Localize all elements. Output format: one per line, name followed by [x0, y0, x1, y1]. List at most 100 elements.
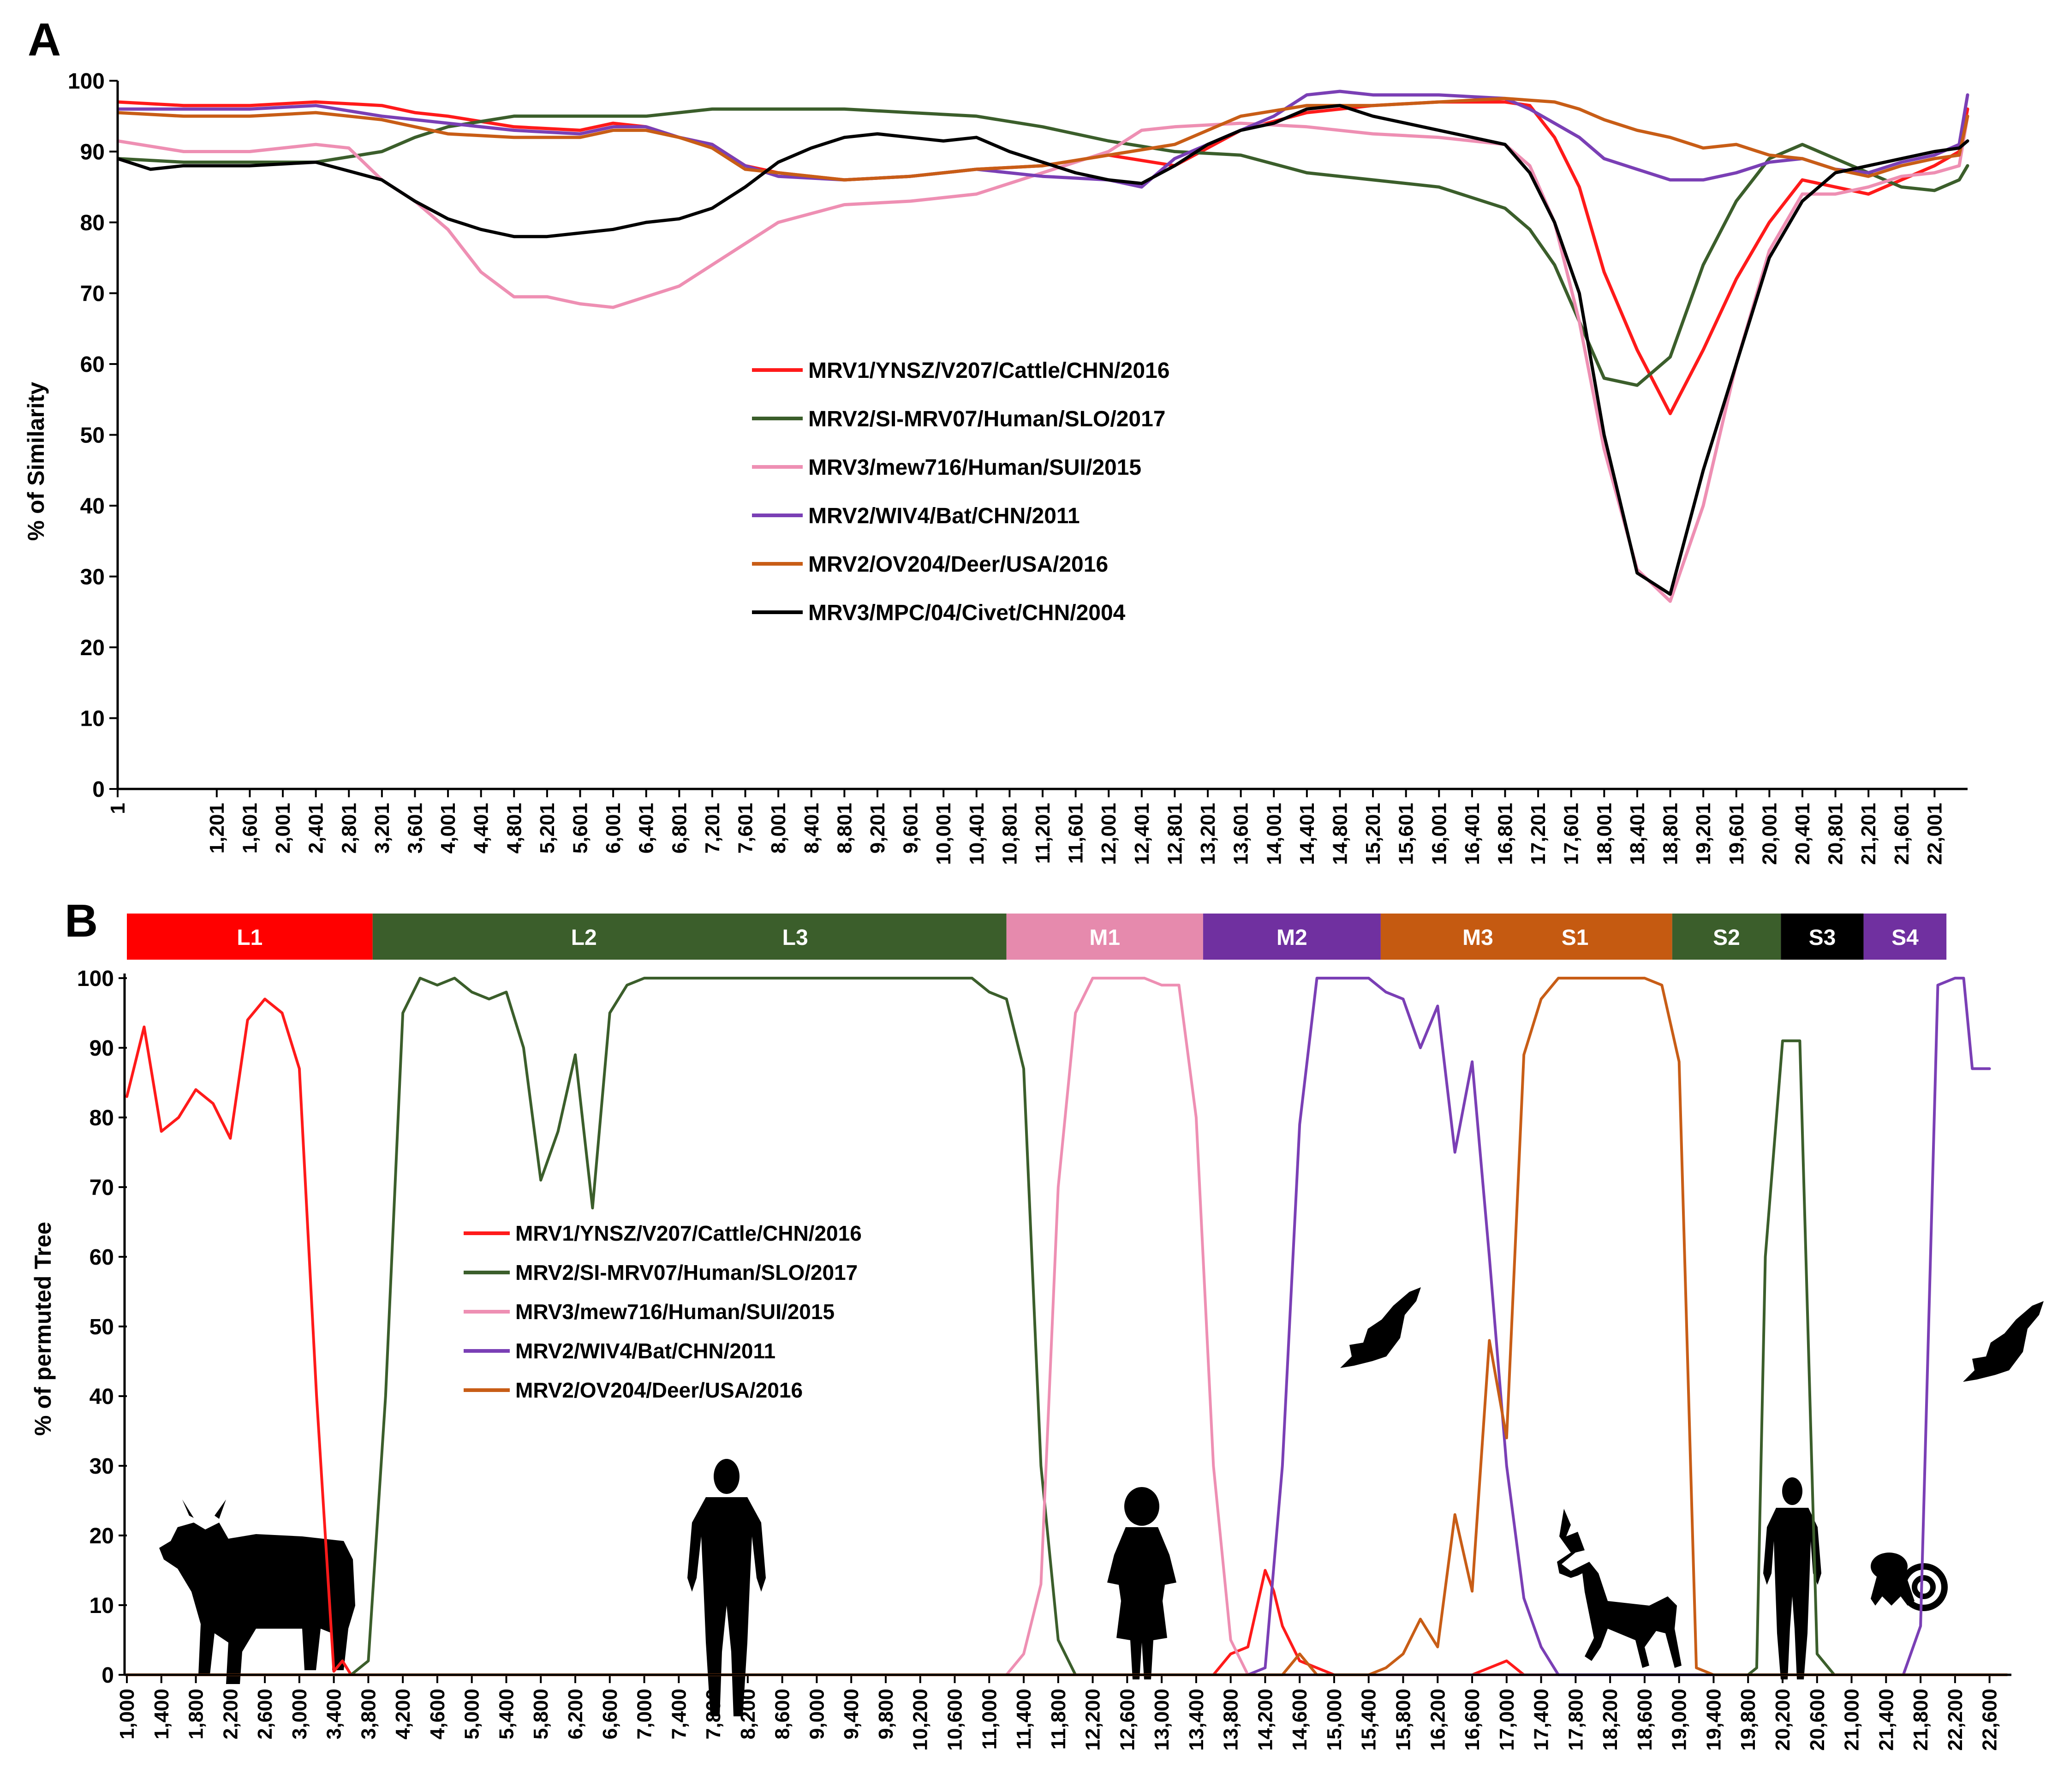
segment-label: M1 — [1089, 926, 1120, 950]
x-tick-label: 5,000 — [461, 1689, 483, 1739]
y-tick-label: 10 — [89, 1594, 114, 1618]
x-tick-label: 17,400 — [1530, 1689, 1553, 1751]
y-tick-label: 20 — [80, 636, 105, 660]
x-tick-label: 4,200 — [392, 1689, 414, 1739]
x-tick-label: 10,001 — [932, 803, 955, 865]
y-tick-label: 70 — [89, 1176, 114, 1200]
y-tick-label: 0 — [101, 1663, 114, 1688]
panel-b-series — [125, 977, 2008, 1676]
bat-icon — [1963, 1301, 2044, 1382]
y-tick-label: 20 — [89, 1524, 114, 1548]
x-tick-label: 14,801 — [1329, 803, 1351, 865]
segment-block-7 — [1781, 914, 1864, 960]
series-line-5 — [118, 96, 1969, 182]
segment-label: L1 — [237, 926, 262, 950]
x-tick-label: 22,001 — [1923, 803, 1946, 865]
panel-a-series — [118, 90, 1969, 603]
series-line-6 — [118, 104, 1969, 596]
deer-icon — [1557, 1509, 1682, 1668]
y-tick-label: 30 — [89, 1454, 114, 1479]
genome-segment-bar: L1 L2 L3 M1 M2 M3 S1 S2 S3 S4 — [127, 914, 1947, 960]
x-tick-label: 15,201 — [1362, 803, 1384, 865]
y-tick-label: 90 — [89, 1036, 114, 1061]
x-tick-label: 11,400 — [1013, 1689, 1035, 1750]
x-tick-label: 1 — [107, 803, 129, 814]
x-tick-label: 15,000 — [1323, 1689, 1346, 1751]
panel-a: A % of Similarity 0 10 20 30 40 50 60 70 80 90 100… — [23, 14, 1969, 865]
x-tick-label: 1,601 — [239, 803, 261, 854]
x-tick-label: 18,200 — [1599, 1689, 1622, 1751]
x-tick-label: 21,201 — [1857, 803, 1880, 865]
series-line-3 — [125, 977, 2008, 1676]
segment-label: M3 — [1462, 926, 1493, 950]
segment-block-1 — [127, 914, 373, 960]
x-tick-label: 12,200 — [1082, 1689, 1104, 1751]
legend-label: MRV2/OV204/Deer/USA/2016 — [515, 1378, 803, 1402]
x-tick-label: 9,601 — [900, 803, 922, 854]
legend-label: MRV2/SI-MRV07/Human/SLO/2017 — [808, 407, 1166, 431]
x-tick-label: 15,400 — [1358, 1689, 1380, 1751]
x-tick-label: 14,200 — [1254, 1689, 1277, 1751]
panel-a-y-axis-title: % of Similarity — [23, 382, 49, 541]
y-tick-label: 80 — [89, 1106, 114, 1130]
civet-icon — [1871, 1553, 1948, 1611]
x-tick-label: 2,401 — [305, 803, 328, 854]
x-tick-label: 5,601 — [569, 803, 592, 854]
panel-b-y-axis-title: % of permuted Tree — [30, 1222, 56, 1436]
x-tick-label: 1,201 — [206, 803, 228, 854]
x-tick-label: 14,001 — [1263, 803, 1285, 865]
segment-block-4 — [1203, 914, 1381, 960]
x-tick-label: 16,001 — [1428, 803, 1450, 865]
x-tick-label: 3,800 — [357, 1689, 380, 1739]
series-line-2 — [118, 107, 1969, 387]
x-tick-label: 19,000 — [1668, 1689, 1691, 1751]
x-tick-label: 3,201 — [371, 803, 394, 854]
x-tick-label: 14,600 — [1288, 1689, 1311, 1751]
x-tick-label: 17,000 — [1496, 1689, 1518, 1751]
panel-b: B L1 L2 L3 M1 M2 M3 S1 S2 S3 S4 % of permuted Tre… — [30, 895, 2044, 1751]
x-tick-label: 1,800 — [185, 1689, 208, 1739]
x-tick-label: 4,401 — [470, 803, 493, 854]
x-tick-label: 6,401 — [635, 803, 658, 854]
x-tick-label: 8,401 — [800, 803, 823, 854]
x-tick-label: 4,001 — [437, 803, 459, 854]
panel-b-x-ticks: 1,000 1,400 1,800 2,200 2,600 3,000 3,400 3,800… — [116, 1675, 2001, 1751]
x-tick-label: 2,200 — [219, 1689, 242, 1739]
x-tick-label: 7,601 — [734, 803, 757, 854]
segment-block-8 — [1863, 914, 1947, 960]
x-tick-label: 10,401 — [966, 803, 988, 865]
x-tick-label: 2,001 — [272, 803, 294, 854]
x-tick-label: 10,600 — [943, 1689, 966, 1751]
x-tick-label: 21,000 — [1841, 1689, 1863, 1751]
x-tick-label: 19,800 — [1737, 1689, 1760, 1751]
x-tick-label: 3,400 — [323, 1689, 346, 1739]
y-tick-label: 60 — [89, 1245, 114, 1270]
x-tick-label: 6,600 — [599, 1689, 621, 1739]
panel-b-label: B — [65, 895, 98, 947]
y-tick-label: 70 — [80, 282, 105, 306]
cattle-icon — [159, 1499, 355, 1684]
y-tick-label: 40 — [89, 1385, 114, 1409]
x-tick-label: 19,400 — [1702, 1689, 1725, 1751]
x-tick-label: 22,600 — [1979, 1689, 2001, 1751]
x-tick-label: 5,400 — [495, 1689, 518, 1739]
x-tick-label: 4,600 — [426, 1689, 449, 1739]
x-tick-label: 16,801 — [1494, 803, 1517, 865]
segment-block-6 — [1672, 914, 1781, 960]
series-line-2 — [125, 977, 2008, 1676]
x-tick-label: 17,201 — [1527, 803, 1550, 865]
x-tick-label: 13,601 — [1230, 803, 1253, 865]
x-tick-label: 18,401 — [1626, 803, 1649, 865]
x-tick-label: 16,401 — [1461, 803, 1484, 865]
segment-label: S3 — [1809, 926, 1836, 950]
segment-label: M2 — [1277, 926, 1307, 950]
x-tick-label: 22,200 — [1944, 1689, 1967, 1751]
x-tick-label: 11,000 — [978, 1689, 1001, 1750]
x-tick-label: 2,801 — [338, 803, 360, 854]
panel-b-legend: MRV1/YNSZ/V207/Cattle/CHN/2016 MRV2/SI-MR… — [464, 1221, 862, 1402]
x-tick-label: 5,800 — [530, 1689, 552, 1739]
x-tick-label: 19,201 — [1692, 803, 1715, 865]
x-tick-label: 18,600 — [1634, 1689, 1656, 1751]
x-tick-label: 16,200 — [1426, 1689, 1449, 1751]
x-tick-label: 9,800 — [875, 1689, 897, 1739]
